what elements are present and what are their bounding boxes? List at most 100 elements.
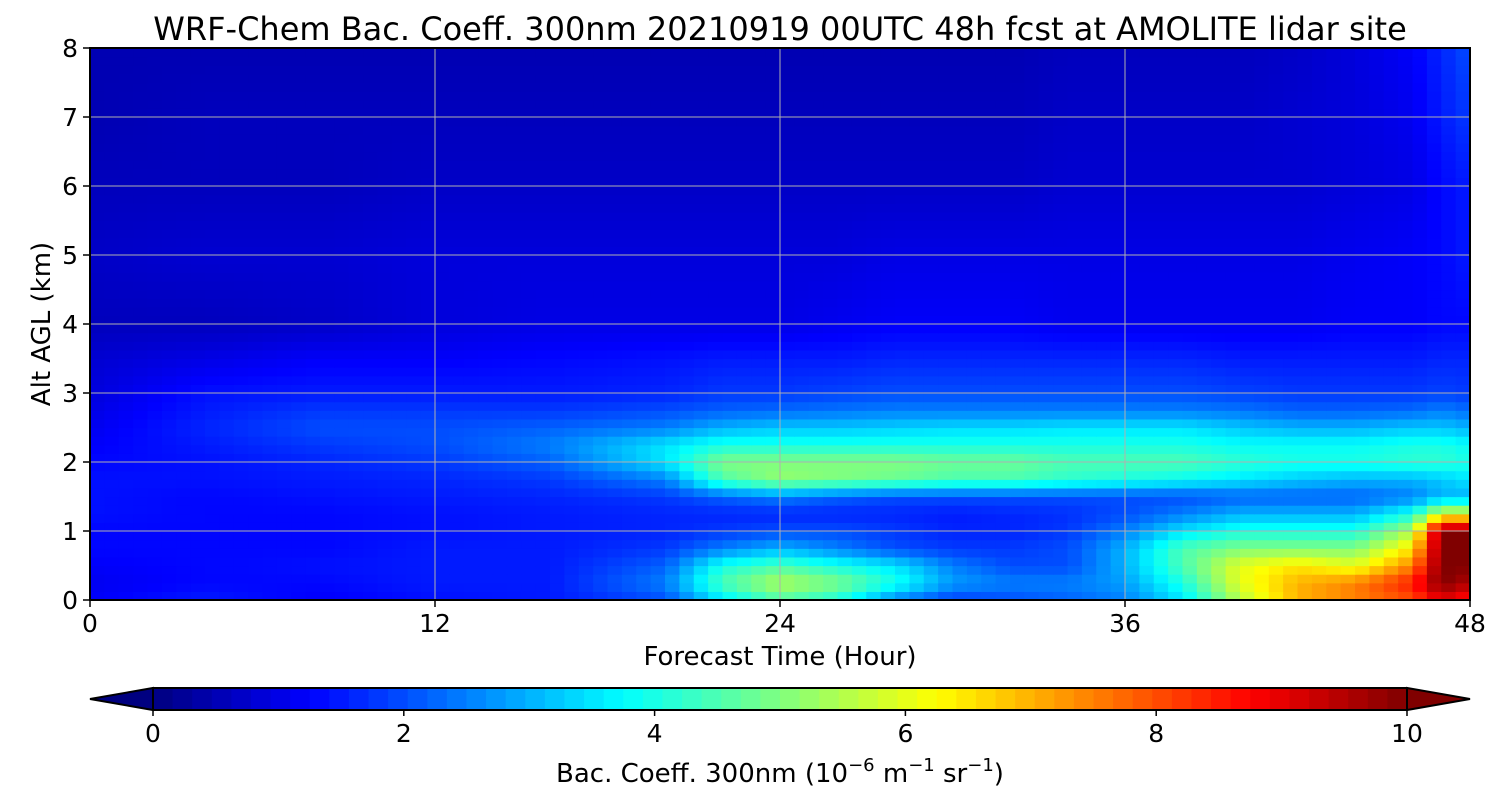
heatmap-cell (334, 194, 350, 204)
heatmap-cell (1398, 263, 1414, 273)
heatmap-cell (909, 531, 925, 541)
heatmap-cell (1168, 341, 1184, 351)
heatmap-cell (693, 151, 709, 161)
heatmap-cell (320, 522, 335, 532)
heatmap-cell (1196, 548, 1212, 558)
heatmap-cell (1398, 496, 1414, 506)
heatmap-cell (1024, 203, 1040, 213)
heatmap-cell (794, 229, 810, 239)
heatmap-cell (995, 194, 1011, 204)
heatmap-cell (276, 203, 292, 213)
heatmap-cell (1081, 462, 1097, 472)
heatmap-cell (1211, 591, 1227, 601)
heatmap-cell (1254, 246, 1270, 256)
heatmap-cell (478, 246, 494, 256)
heatmap-cell (190, 220, 206, 230)
heatmap-cell (1038, 315, 1054, 325)
heatmap-cell (133, 453, 149, 463)
heatmap-cell (1355, 453, 1370, 463)
heatmap-cell (751, 470, 767, 480)
heatmap-cell (1254, 298, 1270, 308)
heatmap-cell (621, 203, 637, 213)
heatmap-cell (1268, 186, 1284, 196)
heatmap-cell (104, 272, 120, 282)
heatmap-cell (550, 565, 565, 575)
heatmap-cell (1240, 324, 1255, 334)
heatmap-cell (550, 237, 565, 247)
heatmap-cell (406, 306, 422, 316)
heatmap-cell (1139, 220, 1155, 230)
heatmap-cell (147, 487, 163, 498)
heatmap-cell (478, 237, 494, 247)
heatmap-cell (1024, 565, 1040, 575)
heatmap-cell (334, 375, 350, 385)
heatmap-cell (133, 177, 149, 187)
heatmap-cell (535, 203, 551, 213)
heatmap-cell (1081, 548, 1097, 558)
heatmap-cell (1096, 255, 1112, 265)
heatmap-cell (1067, 332, 1083, 342)
heatmap-cell (406, 203, 422, 213)
heatmap-cell (219, 539, 235, 549)
heatmap-cell (693, 367, 709, 377)
heatmap-cell (1283, 410, 1299, 420)
heatmap-cell (449, 367, 465, 377)
heatmap-cell (895, 367, 910, 377)
heatmap-cell (1067, 427, 1083, 437)
heatmap-cell (1426, 341, 1442, 351)
heatmap-cell (133, 591, 149, 601)
heatmap-cell (923, 272, 939, 282)
heatmap-cell (1125, 487, 1140, 498)
heatmap-cell (593, 220, 609, 230)
heatmap-cell (176, 151, 192, 161)
heatmap-cell (1355, 298, 1370, 308)
heatmap-cell (535, 246, 551, 256)
heatmap-cell (794, 444, 810, 454)
heatmap-cell (593, 341, 609, 351)
heatmap-cell (1455, 375, 1471, 385)
heatmap-cell (909, 280, 925, 291)
heatmap-cell (938, 367, 954, 377)
heatmap-cell (406, 384, 422, 394)
heatmap-cell (291, 160, 307, 170)
heatmap-cell (837, 237, 853, 247)
heatmap-cell (205, 591, 220, 601)
heatmap-cell (1211, 246, 1227, 256)
heatmap-cell (1168, 591, 1184, 601)
heatmap-cell (966, 220, 982, 230)
heatmap-cell (794, 401, 810, 411)
heatmap-cell (837, 263, 853, 273)
heatmap-cell (521, 479, 537, 489)
heatmap-cell (1024, 168, 1040, 178)
heatmap-cell (952, 255, 968, 265)
heatmap-cell (478, 513, 494, 523)
heatmap-cell (262, 194, 278, 204)
heatmap-cell (1196, 375, 1212, 385)
heatmap-cell (794, 367, 810, 377)
heatmap-cell (535, 160, 551, 170)
heatmap-cell (1196, 298, 1212, 308)
heatmap-cell (1455, 444, 1471, 454)
heatmap-cell (377, 280, 393, 291)
heatmap-cell (320, 263, 335, 273)
heatmap-cell (348, 444, 364, 454)
heatmap-cell (334, 522, 350, 532)
heatmap-cell (593, 246, 609, 256)
heatmap-cell (1398, 186, 1414, 196)
heatmap-cell (478, 479, 494, 489)
heatmap-cell (478, 548, 494, 558)
heatmap-cell (161, 255, 177, 265)
heatmap-cell (1139, 315, 1155, 325)
heatmap-cell (708, 298, 724, 308)
heatmap-cell (1268, 194, 1284, 204)
heatmap-cell (880, 229, 896, 239)
heatmap-cell (765, 505, 781, 515)
heatmap-cell (636, 341, 652, 351)
heatmap-cell (1081, 186, 1097, 196)
heatmap-cell (1398, 453, 1414, 463)
heatmap-cell (463, 211, 479, 222)
heatmap-cell (1225, 272, 1241, 282)
heatmap-cell (736, 349, 752, 360)
heatmap-cell (176, 513, 192, 523)
heatmap-cell (521, 556, 537, 567)
